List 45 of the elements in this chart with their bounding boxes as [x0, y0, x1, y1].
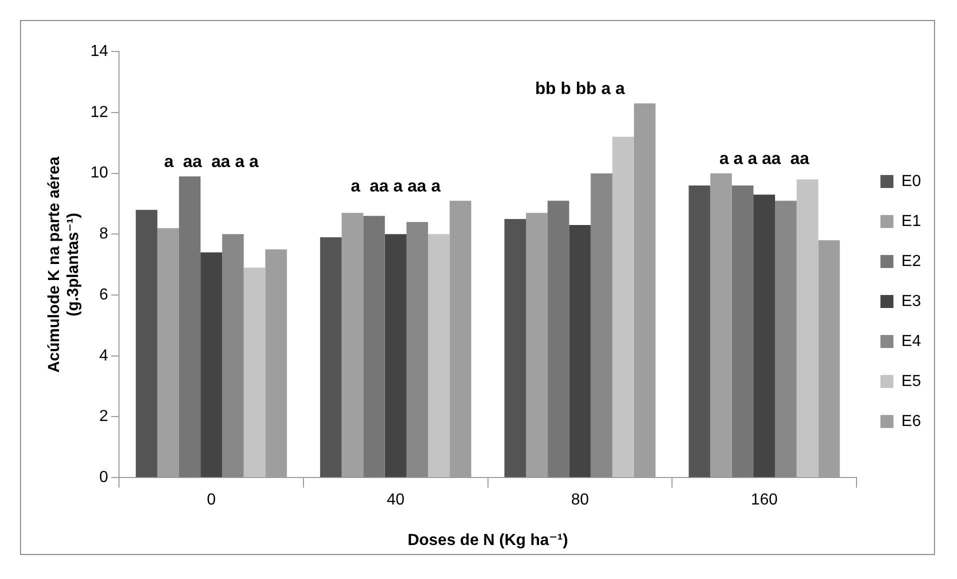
- bar: [363, 216, 385, 478]
- bar: [753, 194, 776, 478]
- bar: [612, 136, 634, 478]
- y-tick-label: 10: [90, 164, 108, 182]
- bar: [504, 218, 526, 478]
- bar: [384, 234, 406, 478]
- legend-label: E2: [901, 252, 922, 270]
- x-tick-label: 40: [386, 492, 405, 509]
- bar: [178, 176, 201, 478]
- bar: [688, 185, 710, 478]
- y-tick-label: 14: [90, 43, 108, 60]
- y-tick-label: 0: [99, 469, 108, 486]
- bar: [320, 237, 342, 478]
- x-axis-title: Doses de N (Kg ha⁻¹): [408, 532, 568, 549]
- bar: [200, 252, 222, 478]
- x-tick-label: 160: [750, 492, 778, 509]
- annotation: bb b bb a a: [535, 79, 626, 98]
- legend-label: E5: [901, 372, 922, 390]
- bar: [428, 234, 450, 478]
- x-tick-label: 80: [571, 492, 589, 509]
- legend-label: E3: [901, 292, 922, 310]
- y-tick-label: 12: [90, 104, 108, 121]
- legend-label: E6: [901, 412, 922, 430]
- legend-label: E1: [901, 212, 922, 230]
- bar: [244, 268, 266, 478]
- bar: [222, 234, 244, 478]
- bar: [406, 222, 428, 478]
- annotation: a a a aa aa: [719, 149, 810, 168]
- annotation: a aa aa a a: [164, 152, 260, 172]
- bar: [796, 179, 818, 478]
- x-tick-label: 0: [206, 492, 216, 509]
- bar: [548, 200, 570, 478]
- bar: [569, 225, 591, 478]
- bar: [775, 200, 797, 478]
- legend-label: E4: [901, 332, 922, 350]
- y-tick-label: 4: [99, 347, 108, 364]
- y-tick-label: 6: [99, 286, 108, 304]
- y-axis-title: Acúmulode K na parte aérea (g.3plantas⁻¹): [46, 156, 82, 373]
- bar: [590, 173, 612, 478]
- annotation: a aa a aa a: [350, 176, 442, 196]
- y-tick-label: 8: [99, 226, 108, 243]
- bar: [136, 210, 158, 478]
- legend-label: E0: [901, 172, 922, 190]
- y-tick-label: 2: [99, 408, 108, 426]
- bar: [732, 185, 754, 478]
